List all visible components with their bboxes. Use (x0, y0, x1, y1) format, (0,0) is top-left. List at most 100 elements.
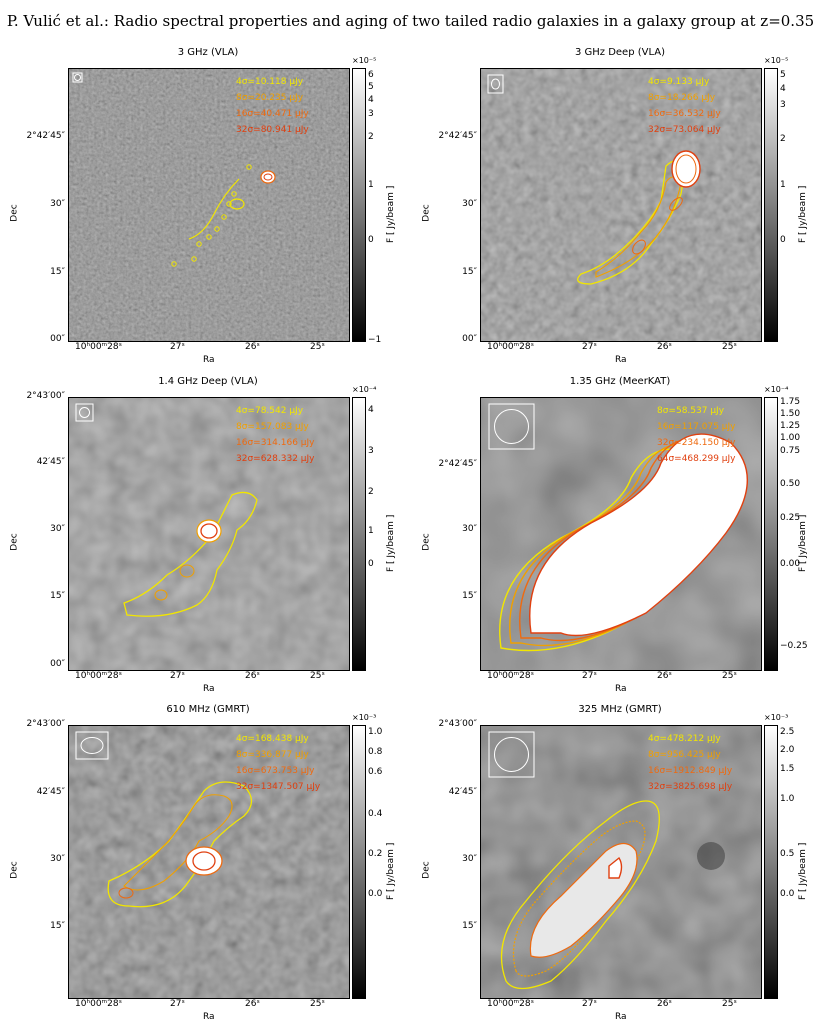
colorbar-tick-label: 6 (368, 70, 374, 80)
y-tick-label: 42′45″ (36, 457, 65, 467)
y-tick-label: 15″ (50, 267, 65, 277)
colorbar-tick-label: 1.0 (780, 794, 795, 804)
x-tick-label: 10ʰ00ᵐ28ˢ (75, 999, 122, 1009)
colorbar-label: F [ Jy/beam ] (798, 842, 808, 900)
panel-title: 1.4 GHz Deep (VLA) (158, 376, 258, 387)
sky-map (68, 68, 350, 342)
colorbar-label: F [ Jy/beam ] (386, 842, 396, 900)
map-image (69, 726, 349, 998)
contour-4sigma (123, 491, 258, 617)
y-tick-label: 15″ (50, 591, 65, 601)
dark-region (697, 842, 725, 870)
colorbar-exponent: ×10⁻³ (352, 713, 377, 722)
y-tick-label: 2°43′00″ (438, 719, 477, 729)
colorbar (352, 397, 366, 671)
core-contour (263, 173, 273, 181)
colorbar-tick-label: 2.0 (780, 745, 795, 755)
core-contour (675, 154, 697, 184)
y-tick-label: 30″ (50, 524, 65, 534)
colorbar-tick-label: 4 (368, 95, 374, 105)
y-tick-label: 15″ (50, 921, 65, 931)
contour-label: 4σ=478.212 μJy (648, 734, 721, 744)
x-tick-label: 27ˢ (582, 999, 597, 1009)
contour-label: 16σ=117.075 μJy (657, 422, 736, 432)
contour-4sigma (500, 800, 660, 990)
contour-16sigma (669, 197, 683, 211)
contour-legend: 4σ=478.212 μJy 8σ=956.425 μJy 16σ=1912.849… (648, 731, 732, 795)
contour-label: 32σ=80.941 μJy (236, 125, 309, 135)
contour-label: 4σ=78.542 μJy (236, 406, 304, 416)
y-tick-label: 00″ (50, 659, 65, 669)
page-header: P. Vulić et al.: Radio spectral properti… (6, 12, 815, 30)
x-axis-label: Ra (203, 355, 215, 365)
colorbar-tick-label: 0 (368, 559, 374, 569)
colorbar-tick-label: 0.6 (368, 767, 383, 777)
panel-title: 3 GHz Deep (VLA) (574, 47, 666, 58)
x-tick-label: 27ˢ (582, 342, 597, 352)
colorbar-tick-label: 2.5 (780, 727, 795, 737)
map-image (69, 69, 349, 341)
colorbar-tick-label: 1.0 (368, 727, 383, 737)
y-tick-label: 42′45″ (448, 787, 477, 797)
sky-map (68, 725, 350, 999)
map-image (481, 69, 761, 341)
x-tick-label: 25ˢ (722, 999, 737, 1009)
y-tick-label: 2°42′45″ (26, 131, 65, 141)
contour-blob (231, 191, 237, 197)
colorbar-tick-label: 3 (368, 446, 374, 456)
contour-label: 32σ=628.332 μJy (236, 454, 315, 464)
sky-map (480, 68, 762, 342)
x-tick-label: 10ʰ00ᵐ28ˢ (487, 999, 534, 1009)
colorbar-tick-label: 4 (368, 405, 374, 415)
colorbar-exponent: ×10⁻⁴ (352, 385, 377, 394)
colorbar-tick-label: 0.8 (368, 747, 383, 757)
y-tick-label: 00″ (50, 334, 65, 344)
contour-blob (226, 201, 232, 207)
colorbar-tick-label: 0 (368, 235, 374, 245)
contour-label: 4σ=9.133 μJy (648, 77, 710, 87)
contour-label: 16σ=36.532 μJy (648, 109, 721, 119)
contour-blob (191, 256, 197, 262)
beam-box (488, 731, 535, 778)
contour-label: 64σ=468.299 μJy (657, 454, 736, 464)
x-tick-label: 25ˢ (310, 999, 325, 1009)
beam-box (487, 74, 504, 94)
colorbar-exponent: ×10⁻⁵ (764, 56, 789, 65)
x-tick-label: 27ˢ (582, 671, 597, 681)
beam-ellipse (80, 737, 104, 754)
contour-label: 32σ=3825.698 μJy (648, 782, 733, 792)
y-tick-label: 2°42′45″ (438, 459, 477, 469)
colorbar-tick-label: 2 (780, 134, 786, 144)
x-axis-label: Ra (203, 684, 215, 694)
contour-legend: 4σ=78.542 μJy 8σ=157.083 μJy 16σ=314.166 μ… (236, 403, 314, 467)
panel-title: 3 GHz (VLA) (177, 47, 239, 58)
y-tick-label: 30″ (462, 854, 477, 864)
contour-blob (214, 226, 220, 232)
panel-title: 1.35 GHz (MeerKAT) (569, 376, 671, 387)
y-tick-label: 15″ (462, 267, 477, 277)
panel-title: 610 MHz (GMRT) (166, 704, 250, 715)
y-axis-label: Dec (421, 861, 432, 879)
beam-box (72, 72, 83, 83)
core-contour (608, 856, 623, 879)
contour-legend: 4σ=168.438 μJy 8σ=336.877 μJy 16σ=673.753 … (236, 731, 320, 795)
x-tick-label: 10ʰ00ᵐ28ˢ (75, 342, 122, 352)
contour-16sigma (118, 887, 134, 899)
contour-label: 8σ=18.266 μJy (648, 93, 716, 103)
y-tick-label: 42′45″ (36, 787, 65, 797)
colorbar-tick-label: 1.5 (780, 764, 795, 774)
colorbar (352, 68, 366, 342)
sky-map (68, 397, 350, 671)
colorbar-label: F [ Jy/beam ] (798, 514, 808, 572)
noise-texture (69, 69, 349, 341)
contour-blob (206, 234, 212, 240)
colorbar-tick-label: 3 (780, 100, 786, 110)
colorbar-tick-label: −0.25 (780, 641, 808, 651)
contour-4sigma (229, 198, 245, 210)
contour-label: 4σ=168.438 μJy (236, 734, 309, 744)
colorbar-label: F [ Jy/beam ] (386, 514, 396, 572)
x-tick-label: 25ˢ (310, 671, 325, 681)
x-tick-label: 10ʰ00ᵐ28ˢ (487, 671, 534, 681)
contour-legend: 4σ=10.118 μJy 8σ=20.235 μJy 16σ=40.471 μJy… (236, 74, 309, 138)
x-tick-label: 10ʰ00ᵐ28ˢ (487, 342, 534, 352)
